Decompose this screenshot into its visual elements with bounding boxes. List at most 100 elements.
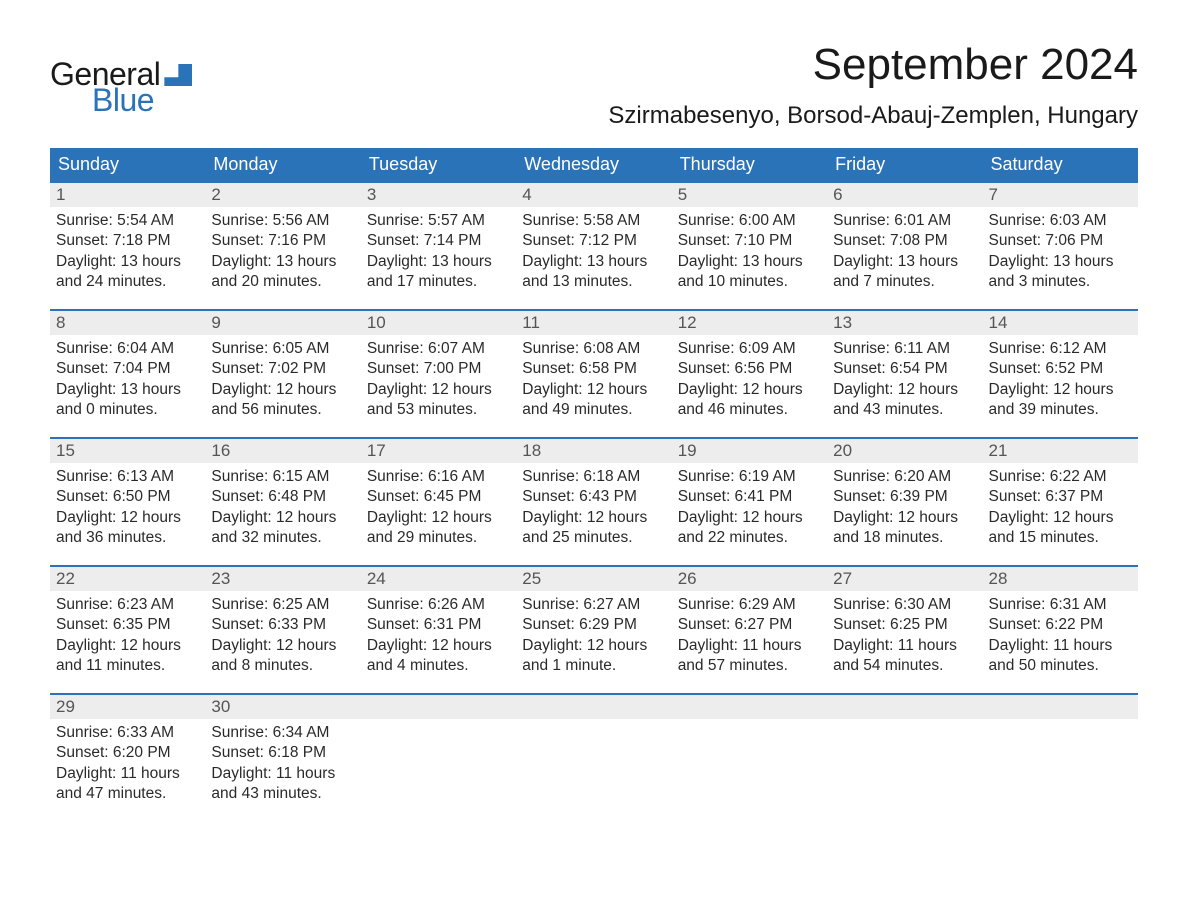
day-number: 2	[205, 183, 360, 207]
day-number-empty	[516, 695, 671, 719]
day-sunset: Sunset: 6:50 PM	[56, 487, 199, 507]
day-sunrise: Sunrise: 6:00 AM	[678, 211, 821, 231]
day-number: 15	[50, 439, 205, 463]
day-d1: Daylight: 12 hours	[522, 380, 665, 400]
day-content: Sunrise: 6:25 AMSunset: 6:33 PMDaylight:…	[205, 591, 360, 687]
calendar-cell: 11Sunrise: 6:08 AMSunset: 6:58 PMDayligh…	[516, 310, 671, 438]
day-sunrise: Sunrise: 5:54 AM	[56, 211, 199, 231]
day-number: 18	[516, 439, 671, 463]
day-sunrise: Sunrise: 6:25 AM	[211, 595, 354, 615]
day-sunset: Sunset: 7:14 PM	[367, 231, 510, 251]
calendar-table: SundayMondayTuesdayWednesdayThursdayFrid…	[50, 148, 1138, 822]
day-d2: and 36 minutes.	[56, 528, 199, 548]
day-sunrise: Sunrise: 6:30 AM	[833, 595, 976, 615]
day-d2: and 3 minutes.	[989, 272, 1132, 292]
day-sunrise: Sunrise: 6:01 AM	[833, 211, 976, 231]
day-sunset: Sunset: 6:45 PM	[367, 487, 510, 507]
day-number: 27	[827, 567, 982, 591]
day-number: 3	[361, 183, 516, 207]
day-sunrise: Sunrise: 6:09 AM	[678, 339, 821, 359]
day-number: 10	[361, 311, 516, 335]
day-number: 25	[516, 567, 671, 591]
day-content: Sunrise: 6:13 AMSunset: 6:50 PMDaylight:…	[50, 463, 205, 559]
day-d2: and 39 minutes.	[989, 400, 1132, 420]
day-sunrise: Sunrise: 6:03 AM	[989, 211, 1132, 231]
day-number: 1	[50, 183, 205, 207]
day-number: 21	[983, 439, 1138, 463]
day-d1: Daylight: 11 hours	[833, 636, 976, 656]
calendar-cell	[827, 694, 982, 822]
day-content: Sunrise: 6:27 AMSunset: 6:29 PMDaylight:…	[516, 591, 671, 687]
day-d2: and 13 minutes.	[522, 272, 665, 292]
day-d1: Daylight: 12 hours	[989, 380, 1132, 400]
day-d1: Daylight: 12 hours	[989, 508, 1132, 528]
day-sunset: Sunset: 6:39 PM	[833, 487, 976, 507]
day-sunrise: Sunrise: 6:31 AM	[989, 595, 1132, 615]
calendar-cell: 25Sunrise: 6:27 AMSunset: 6:29 PMDayligh…	[516, 566, 671, 694]
day-d2: and 22 minutes.	[678, 528, 821, 548]
day-header: Monday	[205, 148, 360, 182]
day-sunset: Sunset: 6:48 PM	[211, 487, 354, 507]
day-number: 29	[50, 695, 205, 719]
day-sunset: Sunset: 7:08 PM	[833, 231, 976, 251]
day-d1: Daylight: 12 hours	[211, 380, 354, 400]
day-sunset: Sunset: 6:43 PM	[522, 487, 665, 507]
day-content: Sunrise: 6:19 AMSunset: 6:41 PMDaylight:…	[672, 463, 827, 559]
day-d2: and 20 minutes.	[211, 272, 354, 292]
calendar-cell: 9Sunrise: 6:05 AMSunset: 7:02 PMDaylight…	[205, 310, 360, 438]
calendar-cell: 23Sunrise: 6:25 AMSunset: 6:33 PMDayligh…	[205, 566, 360, 694]
day-header: Thursday	[672, 148, 827, 182]
day-content: Sunrise: 6:07 AMSunset: 7:00 PMDaylight:…	[361, 335, 516, 431]
day-d1: Daylight: 13 hours	[56, 380, 199, 400]
day-d2: and 54 minutes.	[833, 656, 976, 676]
day-d2: and 29 minutes.	[367, 528, 510, 548]
logo-flag-icon	[164, 64, 192, 86]
day-d2: and 17 minutes.	[367, 272, 510, 292]
day-number: 16	[205, 439, 360, 463]
calendar-head: SundayMondayTuesdayWednesdayThursdayFrid…	[50, 148, 1138, 182]
day-sunset: Sunset: 6:22 PM	[989, 615, 1132, 635]
calendar-cell: 2Sunrise: 5:56 AMSunset: 7:16 PMDaylight…	[205, 182, 360, 310]
calendar-week-row: 1Sunrise: 5:54 AMSunset: 7:18 PMDaylight…	[50, 182, 1138, 310]
day-sunset: Sunset: 7:12 PM	[522, 231, 665, 251]
day-sunrise: Sunrise: 5:58 AM	[522, 211, 665, 231]
day-sunset: Sunset: 6:29 PM	[522, 615, 665, 635]
day-d1: Daylight: 12 hours	[833, 380, 976, 400]
calendar-cell: 28Sunrise: 6:31 AMSunset: 6:22 PMDayligh…	[983, 566, 1138, 694]
day-number: 19	[672, 439, 827, 463]
day-d1: Daylight: 13 hours	[211, 252, 354, 272]
day-d2: and 32 minutes.	[211, 528, 354, 548]
calendar-cell	[672, 694, 827, 822]
calendar-cell: 3Sunrise: 5:57 AMSunset: 7:14 PMDaylight…	[361, 182, 516, 310]
day-d2: and 1 minute.	[522, 656, 665, 676]
day-d1: Daylight: 13 hours	[833, 252, 976, 272]
day-d1: Daylight: 11 hours	[211, 764, 354, 784]
day-content: Sunrise: 6:15 AMSunset: 6:48 PMDaylight:…	[205, 463, 360, 559]
day-d2: and 15 minutes.	[989, 528, 1132, 548]
day-d2: and 10 minutes.	[678, 272, 821, 292]
calendar-cell	[361, 694, 516, 822]
day-sunset: Sunset: 7:00 PM	[367, 359, 510, 379]
day-content: Sunrise: 6:12 AMSunset: 6:52 PMDaylight:…	[983, 335, 1138, 431]
calendar-cell: 5Sunrise: 6:00 AMSunset: 7:10 PMDaylight…	[672, 182, 827, 310]
day-sunset: Sunset: 7:02 PM	[211, 359, 354, 379]
day-sunrise: Sunrise: 6:11 AM	[833, 339, 976, 359]
day-d1: Daylight: 11 hours	[678, 636, 821, 656]
day-sunset: Sunset: 6:52 PM	[989, 359, 1132, 379]
day-sunrise: Sunrise: 6:33 AM	[56, 723, 199, 743]
day-content: Sunrise: 5:57 AMSunset: 7:14 PMDaylight:…	[361, 207, 516, 303]
day-sunset: Sunset: 6:18 PM	[211, 743, 354, 763]
day-d2: and 8 minutes.	[211, 656, 354, 676]
calendar-cell: 26Sunrise: 6:29 AMSunset: 6:27 PMDayligh…	[672, 566, 827, 694]
day-content: Sunrise: 6:00 AMSunset: 7:10 PMDaylight:…	[672, 207, 827, 303]
day-sunrise: Sunrise: 6:29 AM	[678, 595, 821, 615]
calendar-week-row: 8Sunrise: 6:04 AMSunset: 7:04 PMDaylight…	[50, 310, 1138, 438]
month-title: September 2024	[608, 40, 1138, 90]
day-sunset: Sunset: 6:33 PM	[211, 615, 354, 635]
day-content: Sunrise: 5:54 AMSunset: 7:18 PMDaylight:…	[50, 207, 205, 303]
day-d1: Daylight: 12 hours	[367, 508, 510, 528]
day-number: 8	[50, 311, 205, 335]
logo-text-blue: Blue	[92, 84, 192, 116]
day-content: Sunrise: 6:34 AMSunset: 6:18 PMDaylight:…	[205, 719, 360, 815]
day-content: Sunrise: 6:04 AMSunset: 7:04 PMDaylight:…	[50, 335, 205, 431]
